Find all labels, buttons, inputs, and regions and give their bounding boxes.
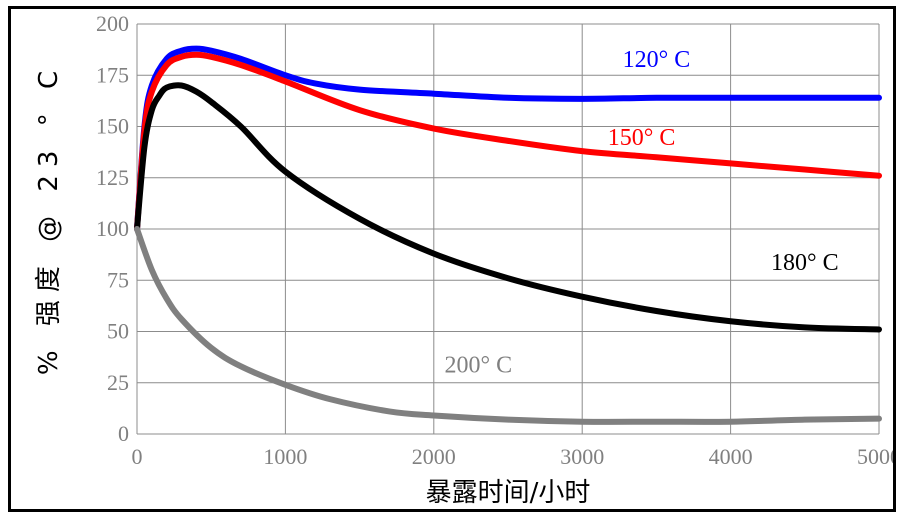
x-tick-label: 0	[132, 444, 143, 469]
x-tick-label: 4000	[709, 444, 753, 469]
y-tick-label: 0	[118, 421, 129, 446]
series-label-1: 150° C	[608, 125, 676, 151]
y-tick-label: 200	[96, 11, 129, 36]
chart-frame: 0 25 50 75 100 125 150 175 200 0 1000 2000 3000 4000 5…	[8, 6, 896, 512]
series-label-3: 200° C	[445, 353, 513, 379]
y-tick-label: 100	[96, 216, 129, 241]
y-tick-label: 50	[107, 319, 129, 344]
y-tick-label: 150	[96, 114, 129, 139]
series-labels: 120° C 150° C 180° C 200° C	[445, 47, 839, 378]
series-line-0	[134, 45, 882, 232]
y-tick-label: 175	[96, 62, 129, 87]
y-tick-label: 25	[107, 370, 129, 395]
x-axis-title: 暴露时间/小时	[426, 478, 591, 508]
x-tick-label: 3000	[560, 444, 604, 469]
series-lines	[134, 45, 882, 425]
x-tick-label: 2000	[412, 444, 456, 469]
y-tick-label: 125	[96, 165, 129, 190]
y-tick-label: 75	[107, 267, 129, 292]
x-tick-label: 5000	[857, 444, 893, 469]
y-axis-title: % 强度 @ 23 ° C	[34, 63, 64, 375]
series-line-3	[134, 226, 882, 425]
series-label-0: 120° C	[623, 47, 691, 73]
series-line-2	[134, 82, 882, 333]
x-tick-label: 1000	[263, 444, 307, 469]
series-line-1	[134, 51, 882, 232]
series-label-2: 180° C	[771, 250, 839, 276]
